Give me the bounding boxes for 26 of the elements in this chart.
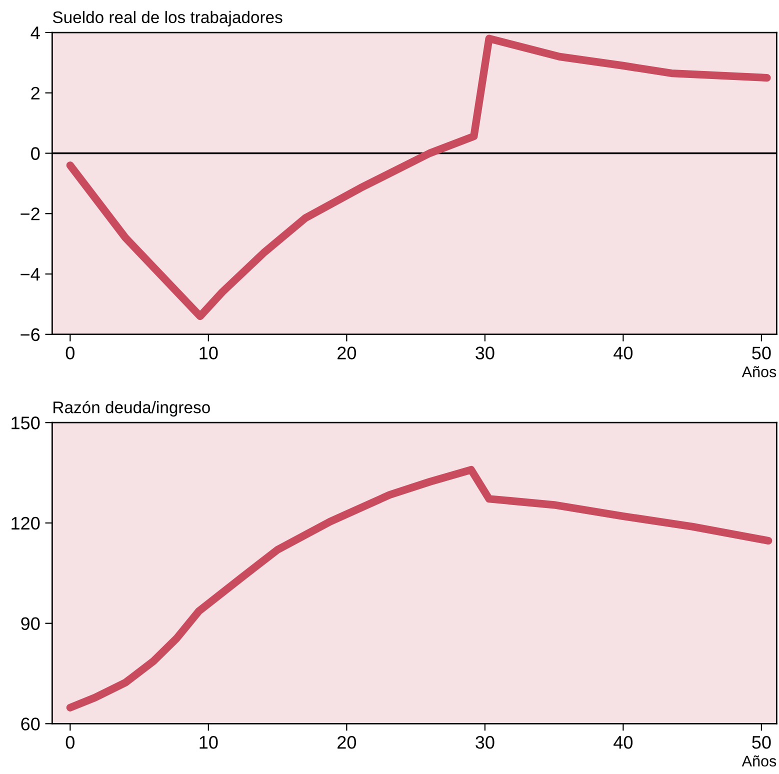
y-tick-label: −6: [20, 328, 40, 342]
y-tick-label: 120: [12, 516, 40, 530]
x-tick-label: 10: [200, 736, 218, 749]
chart-title: Razón deuda/ingreso: [54, 400, 210, 417]
x-tick-label: 0: [66, 346, 74, 360]
chart-title: Sueldo real de los trabajadores: [52, 10, 282, 26]
y-tick-label: −4: [20, 268, 40, 281]
x-tick-label: 30: [476, 346, 494, 360]
y-tick-label: 60: [21, 718, 40, 730]
x-tick-label: 40: [614, 736, 633, 749]
x-tick-label: 0: [66, 736, 74, 749]
x-axis-title: Años: [742, 755, 776, 767]
y-tick-label: 90: [21, 617, 40, 630]
y-tick-label: −2: [20, 208, 40, 220]
x-tick-label: 50: [752, 736, 771, 749]
x-tick-label: 50: [752, 346, 771, 360]
x-tick-label: 40: [614, 346, 633, 360]
x-tick-label: 30: [476, 736, 494, 749]
y-tick-label: 2: [31, 86, 40, 100]
x-tick-label: 20: [338, 736, 356, 749]
y-tick-label: 0: [31, 147, 40, 160]
x-tick-label: 20: [338, 346, 356, 360]
x-tick-label: 10: [200, 346, 218, 360]
y-tick-label: 150: [12, 416, 40, 430]
x-axis-title: Años: [742, 366, 776, 378]
y-tick-label: 4: [30, 26, 40, 40]
